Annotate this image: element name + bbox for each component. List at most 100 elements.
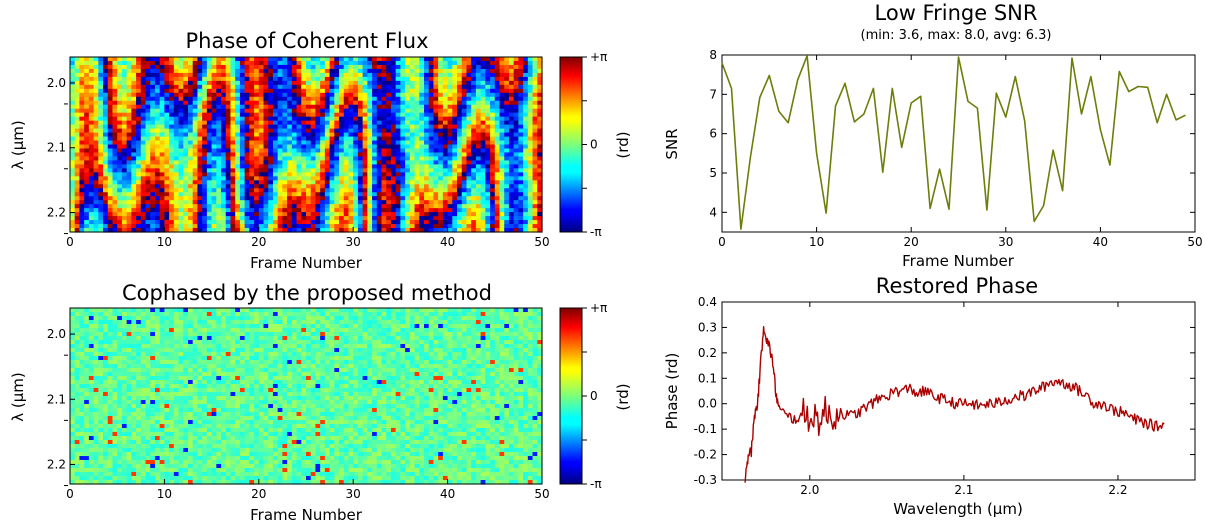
heatmap-cell bbox=[310, 57, 317, 62]
heatmap-cell bbox=[508, 212, 515, 217]
heatmap-cell bbox=[183, 76, 189, 82]
heatmap-cell bbox=[244, 196, 250, 201]
heatmap-cell bbox=[84, 152, 90, 158]
heatmap-cell bbox=[296, 112, 302, 118]
heatmap-cell bbox=[508, 228, 515, 233]
heatmap-cell bbox=[466, 116, 472, 122]
heatmap-cell bbox=[301, 128, 307, 134]
heatmap-cell bbox=[532, 216, 538, 221]
heatmap-cell bbox=[433, 168, 439, 173]
heatmap-cell bbox=[452, 208, 458, 213]
heatmap-cell bbox=[74, 216, 81, 221]
heatmap-cell bbox=[74, 112, 81, 118]
heatmap-cell bbox=[532, 228, 538, 233]
heatmap-cell bbox=[98, 112, 104, 118]
heatmap-cell bbox=[537, 228, 543, 233]
heatmap-cell bbox=[296, 72, 302, 78]
heatmap-cell bbox=[419, 156, 425, 162]
heatmap-cell bbox=[442, 92, 449, 98]
heatmap-cell bbox=[428, 220, 435, 225]
heatmap-cell bbox=[263, 96, 269, 102]
heatmap-cell bbox=[471, 148, 477, 154]
heatmap-cell bbox=[508, 68, 515, 74]
heatmap-cell bbox=[466, 188, 472, 193]
heatmap-cell bbox=[296, 192, 302, 197]
heatmap-cell bbox=[475, 96, 482, 102]
heatmap-cell bbox=[428, 132, 435, 138]
heatmap-cell bbox=[121, 368, 128, 373]
heatmap-cell bbox=[362, 92, 368, 98]
heatmap-cell bbox=[390, 64, 397, 70]
heatmap-cell bbox=[263, 208, 269, 213]
heatmap-cell bbox=[235, 216, 241, 221]
heatmap-cell bbox=[140, 132, 147, 138]
heatmap-cell bbox=[70, 356, 76, 361]
heatmap-cell bbox=[390, 152, 397, 158]
heatmap-cell bbox=[164, 180, 170, 185]
heatmap-cell bbox=[315, 124, 321, 130]
heatmap-cell bbox=[112, 68, 118, 74]
heatmap-cell bbox=[527, 104, 534, 110]
heatmap-cell bbox=[400, 68, 406, 74]
heatmap-cell bbox=[494, 156, 501, 162]
heatmap-cell bbox=[424, 104, 430, 110]
heatmap-cell bbox=[84, 136, 90, 142]
heatmap-cell bbox=[169, 220, 175, 225]
heatmap-cell bbox=[93, 156, 99, 162]
heatmap-cell bbox=[254, 108, 260, 114]
heatmap-cell bbox=[424, 72, 430, 78]
heatmap-cell bbox=[197, 132, 203, 138]
heatmap-cell bbox=[230, 160, 236, 165]
heatmap-cell bbox=[263, 140, 269, 146]
heatmap-cell bbox=[395, 108, 401, 114]
heatmap-cell bbox=[343, 220, 350, 225]
heatmap-cell bbox=[353, 136, 359, 142]
heatmap-cell bbox=[339, 192, 345, 197]
heatmap-cell bbox=[131, 192, 137, 197]
heatmap-cell bbox=[107, 216, 114, 221]
heatmap-cell bbox=[126, 224, 132, 229]
heatmap-cell bbox=[230, 96, 236, 102]
heatmap-cell bbox=[372, 192, 378, 197]
heatmap-cell bbox=[121, 348, 128, 353]
heatmap-cell bbox=[197, 184, 203, 189]
heatmap-cell bbox=[249, 100, 255, 106]
heatmap-cell bbox=[466, 92, 472, 98]
heatmap-cell bbox=[188, 104, 194, 110]
heatmap-cell bbox=[442, 188, 449, 193]
heatmap-cell bbox=[339, 96, 345, 102]
heatmap-cell bbox=[117, 128, 123, 134]
heatmap-cell bbox=[107, 68, 114, 74]
heatmap-cell bbox=[381, 92, 387, 98]
heatmap-cell bbox=[221, 108, 227, 114]
heatmap-cell bbox=[173, 228, 180, 233]
heatmap-cell bbox=[367, 228, 373, 233]
heatmap-cell bbox=[532, 132, 538, 138]
heatmap-cell bbox=[367, 184, 373, 189]
heatmap-cell bbox=[442, 88, 449, 94]
heatmap-cell bbox=[442, 216, 449, 221]
heatmap-cell bbox=[159, 124, 165, 130]
heatmap-cell bbox=[494, 200, 501, 205]
heatmap-cell bbox=[183, 140, 189, 146]
heatmap-cell bbox=[136, 152, 142, 158]
heatmap-cell bbox=[324, 136, 331, 142]
heatmap-cell bbox=[154, 172, 161, 177]
heatmap-cell bbox=[315, 184, 321, 189]
heatmap-cell bbox=[329, 140, 335, 146]
heatmap-cell bbox=[244, 96, 250, 102]
heatmap-cell bbox=[235, 108, 241, 114]
heatmap-cell bbox=[136, 104, 142, 110]
heatmap-cell bbox=[386, 212, 392, 217]
heatmap-cell bbox=[258, 128, 265, 134]
heatmap-cell bbox=[211, 124, 217, 130]
heatmap-cell bbox=[471, 120, 477, 126]
heatmap-cell bbox=[183, 164, 189, 169]
heatmap-cell bbox=[490, 64, 496, 70]
heatmap-cell bbox=[485, 112, 491, 118]
heatmap-cell bbox=[452, 192, 458, 197]
heatmap-cell bbox=[296, 148, 302, 154]
heatmap-cell bbox=[103, 348, 109, 353]
heatmap-cell bbox=[282, 104, 288, 110]
heatmap-cell bbox=[206, 76, 213, 82]
